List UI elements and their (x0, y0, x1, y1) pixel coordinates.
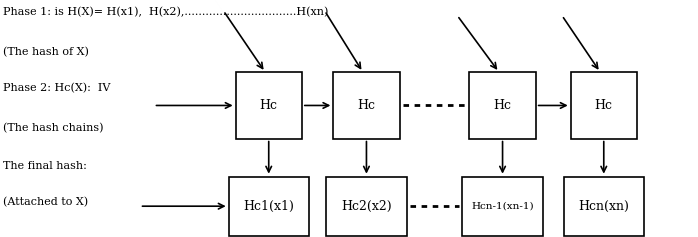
Text: Phase 2: Hc(X):  IV: Phase 2: Hc(X): IV (3, 83, 111, 93)
Bar (469, 72, 535, 139)
Text: Hcn(xn): Hcn(xn) (579, 200, 629, 213)
Text: Phase 1: is H(X)= H(x1),  H(x2),................................H(xn): Phase 1: is H(X)= H(x1), H(x2),.........… (3, 7, 329, 18)
Bar (571, 72, 637, 139)
Bar (326, 177, 406, 236)
Bar (229, 177, 309, 236)
Text: Hc: Hc (493, 99, 512, 112)
Text: Hc: Hc (357, 99, 376, 112)
Text: Hc1(x1): Hc1(x1) (244, 200, 294, 213)
Text: (The hash chains): (The hash chains) (3, 123, 104, 134)
Bar (462, 177, 543, 236)
Text: (The hash of X): (The hash of X) (3, 47, 89, 58)
Text: Hcn-1(xn-1): Hcn-1(xn-1) (471, 202, 534, 211)
Bar (236, 72, 302, 139)
Text: Hc: Hc (595, 99, 613, 112)
Text: Hc: Hc (260, 99, 278, 112)
Text: (Attached to X): (Attached to X) (3, 197, 89, 207)
Bar (564, 177, 644, 236)
Bar (334, 72, 399, 139)
Text: The final hash:: The final hash: (3, 161, 87, 171)
Text: Hc2(x2): Hc2(x2) (341, 200, 392, 213)
